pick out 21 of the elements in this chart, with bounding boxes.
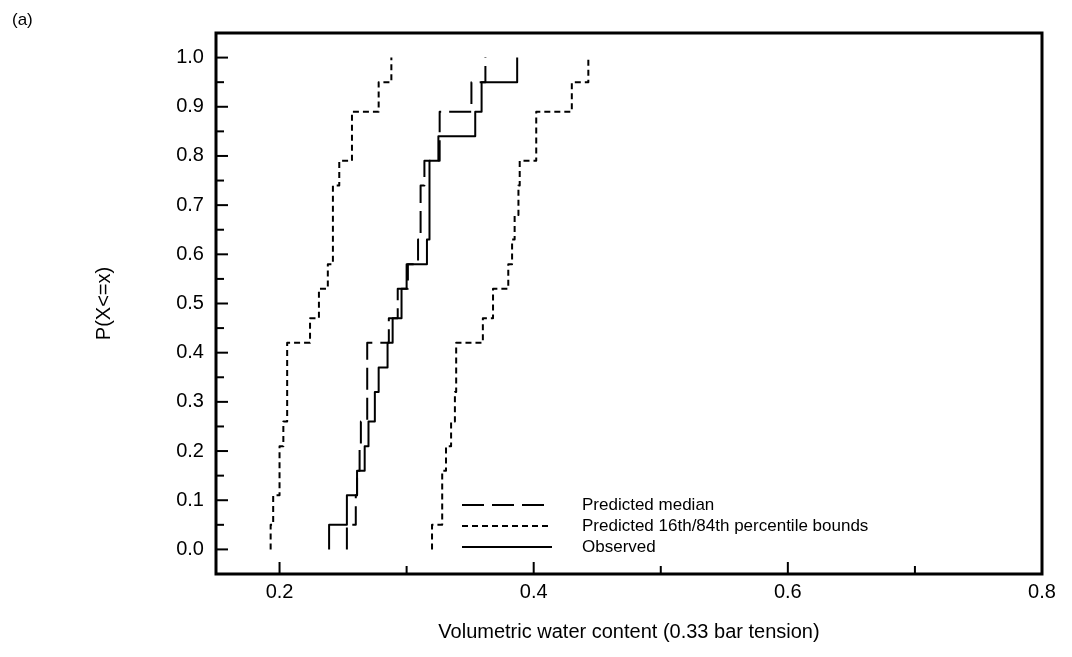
- y-tick-label: 0.6: [176, 241, 204, 264]
- x-tick-label: 0.6: [773, 579, 802, 602]
- x-tick-label: 0.8: [1028, 579, 1056, 602]
- y-tick-label: 0.0: [176, 536, 204, 559]
- x-axis-title: Volumetric water content (0.33 bar tension): [438, 619, 820, 642]
- y-tick-label: 0.5: [176, 291, 204, 314]
- x-tick-label: 0.4: [519, 579, 548, 602]
- y-tick-label: 0.7: [176, 192, 204, 215]
- text: Predicted median: [582, 494, 715, 515]
- x-tick-label: 0.2: [265, 579, 294, 602]
- text: (a): [12, 10, 33, 30]
- text: Observed: [582, 536, 656, 557]
- y-tick-label: 0.8: [176, 143, 204, 166]
- y-tick-label: 0.3: [176, 389, 204, 412]
- text: Predicted 16th/84th percentile bounds: [582, 515, 869, 536]
- y-tick-label: 0.1: [176, 487, 204, 510]
- y-axis-title: P(X<=x): [91, 266, 114, 341]
- y-tick-label: 0.4: [176, 340, 204, 363]
- y-tick-label: 0.2: [176, 438, 204, 461]
- y-tick-label: 0.9: [176, 94, 204, 117]
- y-tick-label: 1.0: [176, 45, 204, 68]
